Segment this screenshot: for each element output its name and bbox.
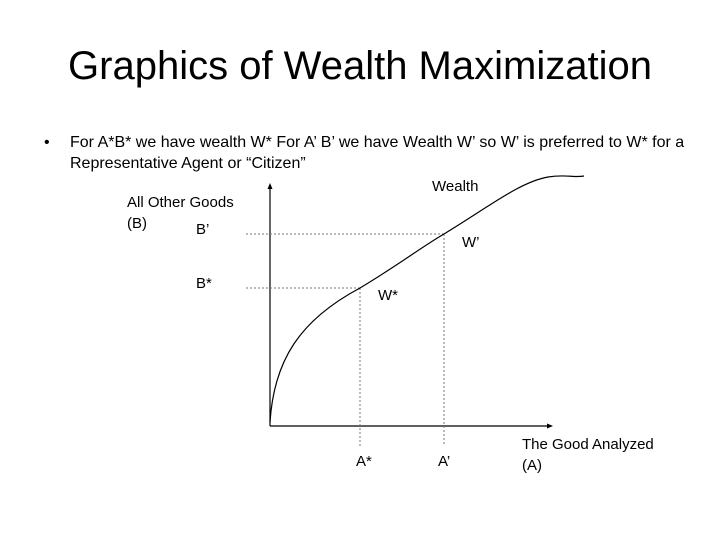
w-prime-label: W’ — [462, 234, 480, 251]
bullet-text: For A*B* we have wealth W* For A’ B’ we … — [70, 134, 685, 172]
curve-label: Wealth — [432, 178, 478, 195]
x-axis-label-line2: (A) — [522, 457, 542, 474]
b-prime-label: B’ — [196, 221, 209, 238]
a-star-label: A* — [356, 453, 372, 470]
b-star-label: B* — [196, 275, 212, 292]
slide-title: Graphics of Wealth Maximization — [68, 44, 652, 88]
x-axis-arrowhead — [547, 423, 553, 429]
y-axis-arrowhead — [267, 183, 273, 189]
wealth-curve — [269, 175, 585, 423]
x-axis-label-line1: The Good Analyzed — [522, 436, 654, 453]
y-axis-label-line2: (B) — [127, 215, 147, 232]
bullet-point: • For A*B* we have wealth W* For A’ B’ w… — [44, 132, 694, 174]
w-star-label: W* — [378, 287, 398, 304]
y-axis-label-line1: All Other Goods — [127, 194, 234, 211]
a-prime-label: A’ — [438, 453, 450, 470]
bullet-marker: • — [44, 134, 50, 151]
